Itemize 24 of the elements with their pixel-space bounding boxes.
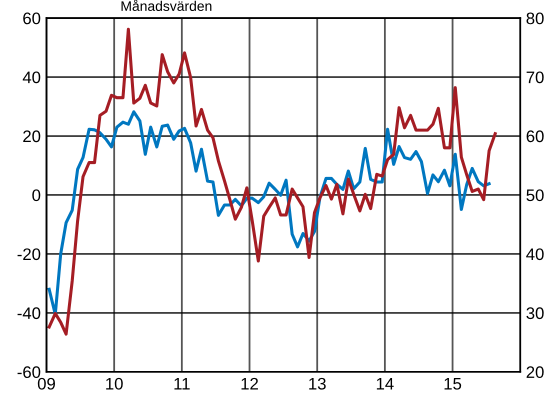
- y-tick-label: 40: [22, 71, 40, 84]
- y-tick-label: -20: [18, 248, 40, 260]
- y-tick-label: -40: [18, 307, 40, 320]
- x-tick-label: 11: [174, 378, 190, 390]
- y2-tick-label: 70: [526, 71, 544, 84]
- y2-tick-label: 20: [526, 366, 544, 378]
- x-tick-label: 10: [106, 378, 123, 390]
- y2-tick-label: 50: [526, 189, 544, 202]
- y-tick-label: -60: [18, 366, 40, 378]
- y2-tick-label: 80: [526, 12, 544, 24]
- y-tick-label: 60: [23, 12, 40, 24]
- x-tick-label: 12: [242, 378, 258, 390]
- chart-title: Månadsvärden: [122, 0, 212, 12]
- x-tick-label: 13: [309, 378, 326, 390]
- y2-tick-label: 30: [526, 307, 544, 320]
- y2-tick-label: 60: [526, 130, 544, 142]
- y-tick-label: 0: [32, 189, 40, 202]
- line-series: [48, 28, 497, 336]
- x-tick-label: 15: [444, 378, 462, 390]
- x-tick-label: 14: [376, 378, 394, 390]
- line-series: [48, 110, 491, 316]
- x-tick-label: 09: [38, 378, 55, 390]
- y-tick-label: 20: [23, 130, 40, 142]
- y2-tick-label: 40: [526, 248, 544, 260]
